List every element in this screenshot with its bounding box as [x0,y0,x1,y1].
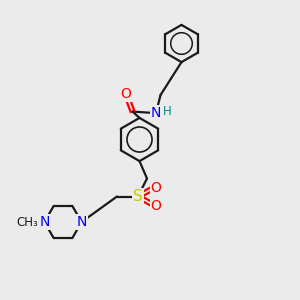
Text: O: O [151,181,161,194]
Text: N: N [151,106,161,120]
Text: CH₃: CH₃ [16,215,38,229]
Text: H: H [163,105,172,118]
Text: N: N [77,215,87,229]
Text: S: S [133,189,143,204]
Text: N: N [39,215,50,229]
Text: O: O [151,199,161,212]
Text: O: O [121,87,131,101]
